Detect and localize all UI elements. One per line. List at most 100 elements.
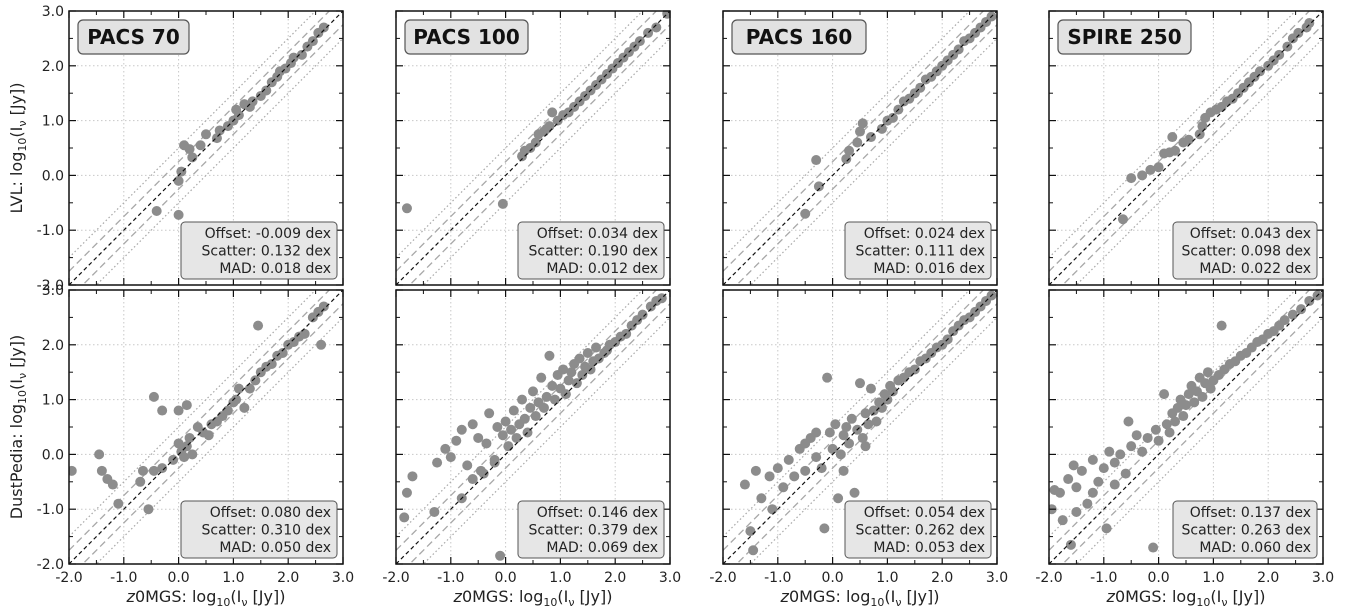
x-axis-title-text: 0MGS: log [1115,587,1196,606]
data-point [841,153,852,164]
data-point [841,422,852,432]
data-point [187,449,198,460]
data-point [296,49,307,60]
data-point [1216,320,1227,331]
data-point [574,353,585,364]
panel-plot-area [69,11,343,285]
data-point [857,432,868,443]
x-axis-title-text: 0MGS: log [462,587,543,606]
stats-offset: Offset: 0.024 dex [864,226,985,242]
data-point [1063,474,1074,485]
data-point [492,422,503,432]
data-point [745,526,756,537]
x-axis-title: z0MGS: log10(Iν [Jy]) [780,587,940,609]
data-point [1142,432,1153,443]
stats-scatter: Scatter: 0.310 dex [202,523,332,539]
data-point [1304,295,1315,306]
data-point [1137,170,1148,181]
data-point [538,402,549,413]
y-tick-label: -2.0 [37,557,64,573]
data-point [318,301,329,312]
data-point [1104,446,1115,457]
data-point [231,394,242,405]
data-point [811,427,822,438]
x-axis-title-text: (I [557,587,568,606]
data-point [1170,145,1181,156]
data-point [1153,162,1164,173]
data-point [824,427,835,438]
data-point [148,391,159,402]
data-point [473,432,484,443]
dotted-offset-line [95,316,343,564]
dotted-offset-line [69,290,317,538]
data-point [563,375,574,386]
x-tick-label: 0.0 [821,570,843,586]
band-title-box [404,19,529,55]
dotted-offset-line [749,37,997,285]
data-point [1167,132,1178,143]
data-point [525,402,536,413]
data-point [407,471,418,482]
data-point [481,438,492,449]
panel-plot-area [396,11,670,285]
x-tick-label: 2.0 [931,570,953,586]
data-point [844,145,855,156]
panel-plot-area [723,11,997,285]
scatter-panel: 3.0 2.0 1.0 0.0 -1.0 -2.0-2.0 -1.0 0.0 1.0 2.0 3.0… [37,283,354,609]
y-axis-title-part: DustPedia: log [7,404,26,519]
data-point [445,452,456,463]
data-point [96,465,107,476]
data-point [591,342,602,353]
x-axis-title: z0MGS: log10(Iν [Jy]) [453,587,613,609]
dotted-offset-line [396,290,644,538]
data-point [1161,419,1172,430]
stats-scatter: Scatter: 0.262 dex [856,523,986,539]
data-point [244,383,255,394]
data-point [277,348,288,359]
data-point [536,372,547,383]
data-point [432,457,443,468]
x-axis-title-sub: 10 [216,596,230,609]
data-point [239,402,250,413]
data-point [876,402,887,413]
data-point [1087,454,1098,465]
data-point [1205,383,1216,394]
data-point [800,208,811,219]
dashed-offset-line [69,290,331,551]
dotted-offset-line [95,37,343,285]
data-point [857,118,868,129]
data-point [547,380,558,391]
data-point [577,369,588,380]
stats-box [844,221,992,280]
data-point [865,383,876,394]
y-tick-label: -2.0 [37,278,64,294]
data-point [1120,468,1131,479]
data-point [176,166,187,177]
data-point [855,378,865,389]
data-point [201,129,211,140]
y-tick-label: 2.0 [42,59,64,75]
dotted-offset-line [1075,316,1323,564]
data-point [1137,446,1148,457]
data-point [530,411,541,422]
data-point [1082,498,1093,509]
x-tick-label: 1.0 [222,570,244,586]
data-point [739,479,750,490]
x-axis-title-italic: z [780,587,790,606]
stats-mad: MAD: 0.012 dex [546,261,658,277]
dotted-offset-line [422,37,670,285]
data-point [846,413,857,424]
data-point [909,364,920,375]
data-point [173,438,184,449]
data-point [855,126,865,137]
data-point [173,209,184,220]
y-axis-title-part: 10 [16,138,29,152]
data-point [253,320,264,331]
data-point [489,457,500,468]
dashed-offset-line [408,24,670,285]
data-point [1087,487,1098,498]
y-axis-title-lvl: LVL: log10(Iν [Jy]) [7,82,29,213]
data-point [500,416,511,427]
data-point [181,400,192,411]
data-point [1183,389,1194,400]
